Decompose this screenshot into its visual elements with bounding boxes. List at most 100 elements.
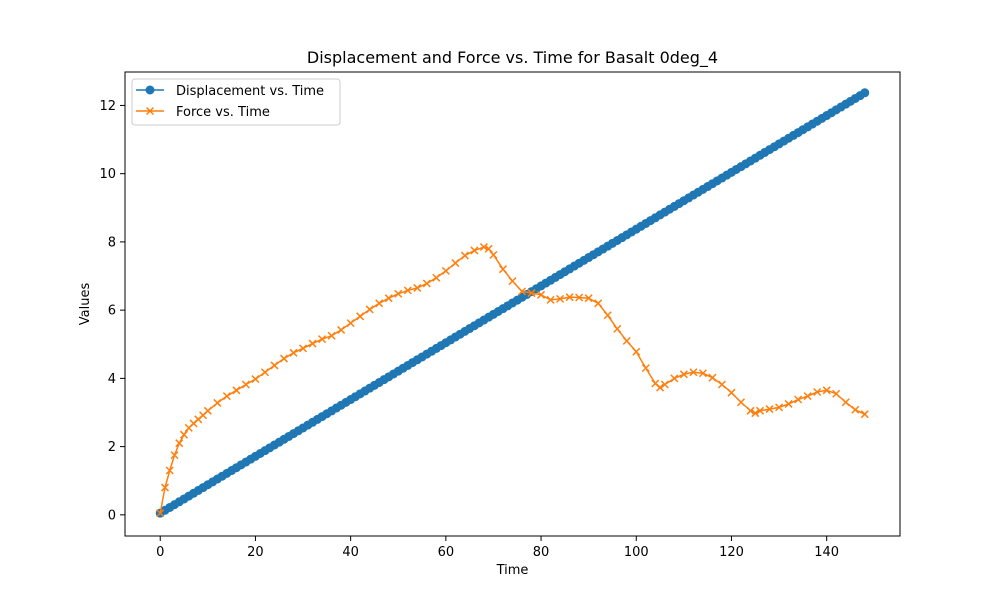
x-tick-label: 0	[156, 545, 164, 560]
legend-force-marker	[145, 106, 155, 116]
data-point	[403, 286, 412, 295]
y-tick-label: 2	[108, 440, 116, 455]
data-point	[365, 305, 374, 314]
data-point	[517, 287, 527, 296]
data-point	[160, 483, 170, 492]
x-tick-label: 80	[533, 545, 550, 560]
legend: Displacement vs. Time Force vs. Time	[131, 78, 341, 126]
data-point	[441, 266, 450, 275]
legend-displacement-marker	[145, 85, 155, 95]
data-point	[736, 398, 746, 407]
data-point	[260, 368, 269, 377]
data-point	[689, 368, 698, 377]
data-point	[279, 354, 289, 363]
data-point	[489, 250, 498, 259]
y-tick-label: 12	[99, 99, 116, 114]
data-point	[775, 403, 784, 412]
data-point	[479, 242, 488, 252]
data-point	[794, 395, 803, 404]
data-point	[179, 430, 189, 439]
force-series	[156, 242, 869, 518]
data-point	[203, 406, 212, 415]
data-point	[656, 383, 665, 392]
legend-box	[131, 78, 341, 126]
series-layer	[155, 88, 870, 518]
data-point	[717, 380, 726, 389]
data-point	[556, 294, 565, 303]
data-point	[498, 265, 508, 274]
data-point	[632, 347, 641, 356]
data-point	[751, 409, 760, 418]
data-point	[222, 392, 231, 401]
data-point	[460, 251, 469, 260]
data-point	[356, 312, 365, 321]
y-tick-label: 4	[108, 372, 116, 387]
data-point	[241, 380, 250, 389]
data-point	[575, 293, 584, 302]
data-point	[756, 406, 765, 415]
data-point	[451, 259, 460, 268]
legend-displacement-label: Displacement vs. Time	[176, 84, 324, 99]
data-point	[394, 289, 403, 298]
data-point	[860, 410, 869, 419]
data-point	[851, 405, 860, 414]
data-point	[251, 375, 260, 384]
y-tick-label: 10	[99, 167, 116, 182]
data-point	[337, 325, 346, 334]
data-point	[784, 399, 793, 408]
x-tick-label: 120	[719, 545, 744, 560]
data-point	[594, 299, 603, 308]
data-point	[308, 339, 317, 348]
data-point	[746, 406, 755, 415]
x-tick-label: 20	[247, 545, 264, 560]
data-point	[327, 331, 336, 340]
y-axis-ticks: 0 2 4 6 8 10 12	[99, 99, 125, 523]
data-point	[584, 294, 593, 303]
data-point	[546, 295, 555, 304]
data-point	[270, 361, 279, 370]
displacement-series	[155, 88, 870, 518]
chart-title: Displacement and Force vs. Time for Basa…	[307, 48, 718, 68]
data-point	[841, 398, 850, 407]
data-point	[603, 311, 612, 320]
legend-force-label: Force vs. Time	[176, 105, 270, 120]
data-point	[170, 451, 179, 460]
data-point	[679, 370, 688, 379]
y-tick-label: 8	[108, 235, 116, 250]
data-point	[213, 398, 222, 407]
data-point	[384, 294, 393, 303]
data-point	[813, 387, 822, 397]
x-axis-ticks: 0 20 40 60 80 100 120 140	[156, 536, 839, 560]
data-point	[413, 283, 422, 292]
data-point	[670, 374, 679, 383]
data-point	[318, 335, 327, 344]
data-point	[660, 380, 669, 389]
y-tick-label: 6	[108, 304, 116, 319]
data-point	[175, 439, 184, 448]
data-point	[537, 290, 546, 299]
y-axis-label: Values	[78, 283, 93, 326]
data-point	[299, 344, 308, 353]
data-point	[289, 348, 298, 357]
data-point	[375, 299, 384, 308]
data-point	[156, 509, 165, 518]
x-tick-label: 40	[342, 545, 359, 560]
data-point	[232, 386, 241, 395]
x-tick-label: 140	[814, 545, 839, 560]
data-point	[622, 336, 631, 345]
data-point	[860, 88, 870, 98]
x-tick-label: 100	[624, 545, 649, 560]
y-tick-label: 0	[108, 508, 116, 523]
data-point	[708, 373, 717, 382]
data-point	[527, 289, 536, 298]
data-point	[641, 364, 650, 373]
data-point	[803, 392, 812, 401]
data-point	[422, 279, 431, 288]
data-point	[165, 466, 174, 475]
data-point	[432, 273, 441, 282]
x-tick-label: 60	[438, 545, 455, 560]
data-point	[613, 324, 622, 333]
data-point	[727, 388, 736, 397]
x-axis-label: Time	[496, 563, 529, 578]
